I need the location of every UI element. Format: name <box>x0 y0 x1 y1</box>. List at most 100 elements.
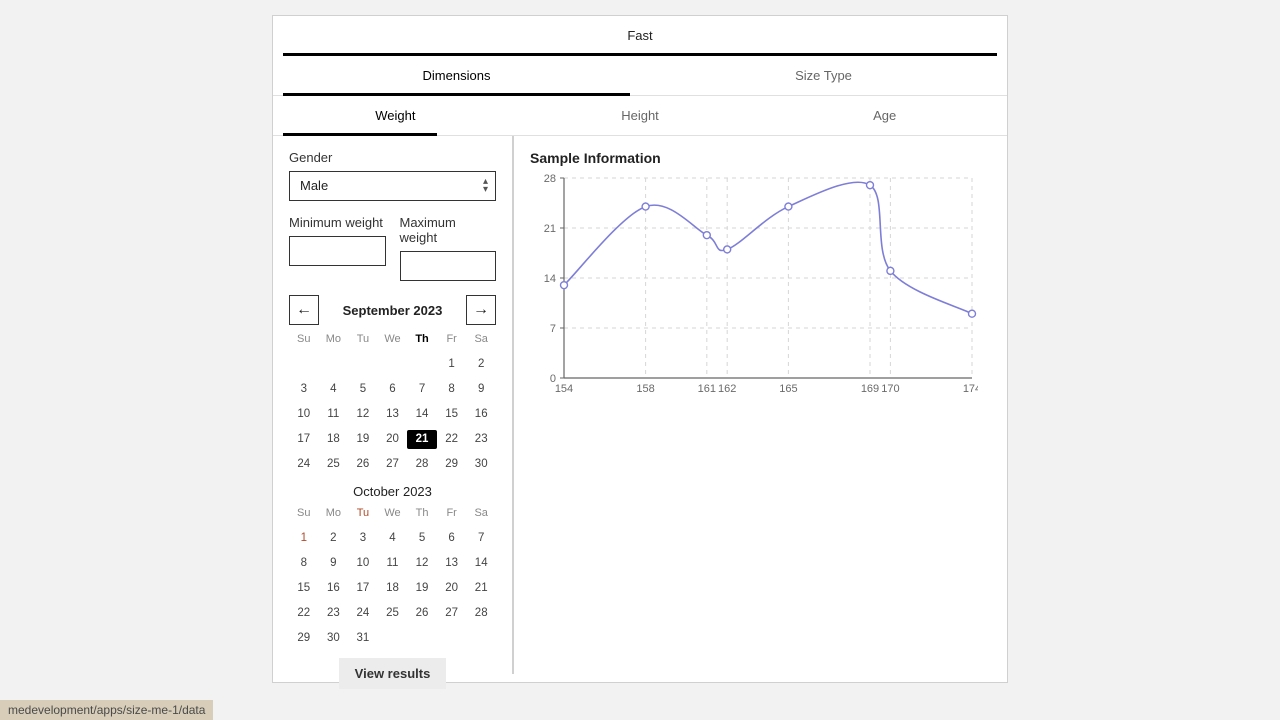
calendar-day[interactable]: 6 <box>437 529 467 548</box>
calendar-prev-button[interactable]: ← <box>289 295 319 325</box>
subtab-height[interactable]: Height <box>518 96 763 135</box>
calendar-day[interactable]: 21 <box>407 430 437 449</box>
tab-size-type[interactable]: Size Type <box>640 56 1007 95</box>
calendar-day[interactable]: 30 <box>466 455 496 474</box>
calendar-day[interactable]: 22 <box>437 430 467 449</box>
status-bar-path: medevelopment/apps/size-me-1/data <box>0 700 213 720</box>
calendar-day[interactable]: 13 <box>378 405 408 424</box>
calendar-dow-label: Sa <box>466 333 496 345</box>
calendar-day[interactable]: 15 <box>289 579 319 598</box>
calendar-dow-label: We <box>378 333 408 345</box>
calendar-day[interactable]: 16 <box>466 405 496 424</box>
subtab-weight[interactable]: Weight <box>273 96 518 135</box>
calendar-day[interactable]: 17 <box>289 430 319 449</box>
gender-select-value: Male <box>289 171 496 201</box>
calendar-day[interactable]: 26 <box>407 604 437 623</box>
calendar-day[interactable]: 13 <box>437 554 467 573</box>
svg-text:14: 14 <box>544 273 556 285</box>
calendar-day[interactable]: 8 <box>437 380 467 399</box>
calendar-day[interactable]: 28 <box>407 455 437 474</box>
calendar-day[interactable]: 11 <box>319 405 349 424</box>
calendar-day[interactable]: 28 <box>466 604 496 623</box>
calendar-dow-label: Fr <box>437 333 467 345</box>
calendar-day[interactable]: 29 <box>437 455 467 474</box>
calendar-day[interactable]: 9 <box>466 380 496 399</box>
calendar-dow-label: Su <box>289 333 319 345</box>
calendar-day[interactable]: 1 <box>289 529 319 548</box>
calendar-day[interactable]: 26 <box>348 455 378 474</box>
calendar-day[interactable]: 3 <box>348 529 378 548</box>
calendar-day[interactable]: 14 <box>407 405 437 424</box>
calendar-day[interactable]: 3 <box>289 380 319 399</box>
calendar-dow-label: Mo <box>319 333 349 345</box>
calendar-day[interactable]: 10 <box>348 554 378 573</box>
calendar-day[interactable]: 14 <box>466 554 496 573</box>
gender-select[interactable]: Male ▴▾ <box>289 171 496 201</box>
calendar-day[interactable]: 7 <box>407 380 437 399</box>
calendar-day[interactable]: 19 <box>407 579 437 598</box>
calendar-next-button[interactable]: → <box>466 295 496 325</box>
min-weight-input[interactable] <box>289 236 386 266</box>
calendar-day[interactable]: 5 <box>407 529 437 548</box>
calendar-dow-label: Tu <box>348 507 378 519</box>
calendar-dow-label: We <box>378 507 408 519</box>
primary-tabs: Dimensions Size Type <box>273 56 1007 96</box>
calendar-day[interactable]: 18 <box>378 579 408 598</box>
calendar-day[interactable]: 20 <box>437 579 467 598</box>
calendar-day[interactable]: 24 <box>289 455 319 474</box>
chart-title: Sample Information <box>530 150 993 166</box>
calendar-day[interactable]: 30 <box>319 629 349 648</box>
min-weight-label: Minimum weight <box>289 215 386 230</box>
calendar-day[interactable]: 18 <box>319 430 349 449</box>
view-results-button[interactable]: View results <box>339 658 447 689</box>
calendar-day[interactable]: 31 <box>348 629 378 648</box>
calendar-day[interactable]: 11 <box>378 554 408 573</box>
calendar-day[interactable]: 27 <box>437 604 467 623</box>
calendar-day[interactable]: 15 <box>437 405 467 424</box>
calendar-day[interactable]: 27 <box>378 455 408 474</box>
calendar-day[interactable]: 24 <box>348 604 378 623</box>
calendar-day[interactable]: 25 <box>378 604 408 623</box>
calendar-day[interactable]: 19 <box>348 430 378 449</box>
svg-text:174: 174 <box>963 383 978 395</box>
svg-text:154: 154 <box>555 383 573 395</box>
calendar-day[interactable]: 23 <box>319 604 349 623</box>
calendar-day[interactable]: 29 <box>289 629 319 648</box>
calendar-day[interactable]: 12 <box>348 405 378 424</box>
calendar-day[interactable]: 5 <box>348 380 378 399</box>
calendar-month2-title: October 2023 <box>289 484 496 499</box>
calendar-day[interactable]: 10 <box>289 405 319 424</box>
arrow-left-icon: ← <box>296 301 312 319</box>
calendar-day[interactable]: 21 <box>466 579 496 598</box>
calendar-day[interactable]: 4 <box>319 380 349 399</box>
calendar-day[interactable]: 7 <box>466 529 496 548</box>
calendar-dow-label: Th <box>407 333 437 345</box>
calendar-month2-dow: SuMoTuWeThFrSa <box>289 507 496 519</box>
content-row: Gender Male ▴▾ Minimum weight Maximum we… <box>273 136 1007 674</box>
svg-text:158: 158 <box>636 383 654 395</box>
calendar-day[interactable]: 17 <box>348 579 378 598</box>
calendar-day[interactable]: 25 <box>319 455 349 474</box>
chart-area: 07142128154158161162165169170174 <box>530 172 978 396</box>
calendar-dow-label: Mo <box>319 507 349 519</box>
calendar-day[interactable]: 8 <box>289 554 319 573</box>
calendar-dow-label: Th <box>407 507 437 519</box>
subtab-age[interactable]: Age <box>762 96 1007 135</box>
calendar-day[interactable]: 1 <box>437 355 467 374</box>
calendar-day[interactable]: 6 <box>378 380 408 399</box>
calendar-day[interactable]: 16 <box>319 579 349 598</box>
calendar-day[interactable]: 22 <box>289 604 319 623</box>
gender-label: Gender <box>289 150 496 165</box>
max-weight-input[interactable] <box>400 251 497 281</box>
calendar-day[interactable]: 23 <box>466 430 496 449</box>
calendar-day[interactable]: 4 <box>378 529 408 548</box>
chart-panel: Sample Information 071421281541581611621… <box>513 136 1007 674</box>
tab-dimensions[interactable]: Dimensions <box>273 56 640 95</box>
svg-text:28: 28 <box>544 173 556 185</box>
calendar-day[interactable]: 9 <box>319 554 349 573</box>
calendar-day[interactable]: 20 <box>378 430 408 449</box>
filter-panel: Gender Male ▴▾ Minimum weight Maximum we… <box>273 136 513 674</box>
calendar-day[interactable]: 2 <box>466 355 496 374</box>
calendar-day[interactable]: 2 <box>319 529 349 548</box>
calendar-day[interactable]: 12 <box>407 554 437 573</box>
